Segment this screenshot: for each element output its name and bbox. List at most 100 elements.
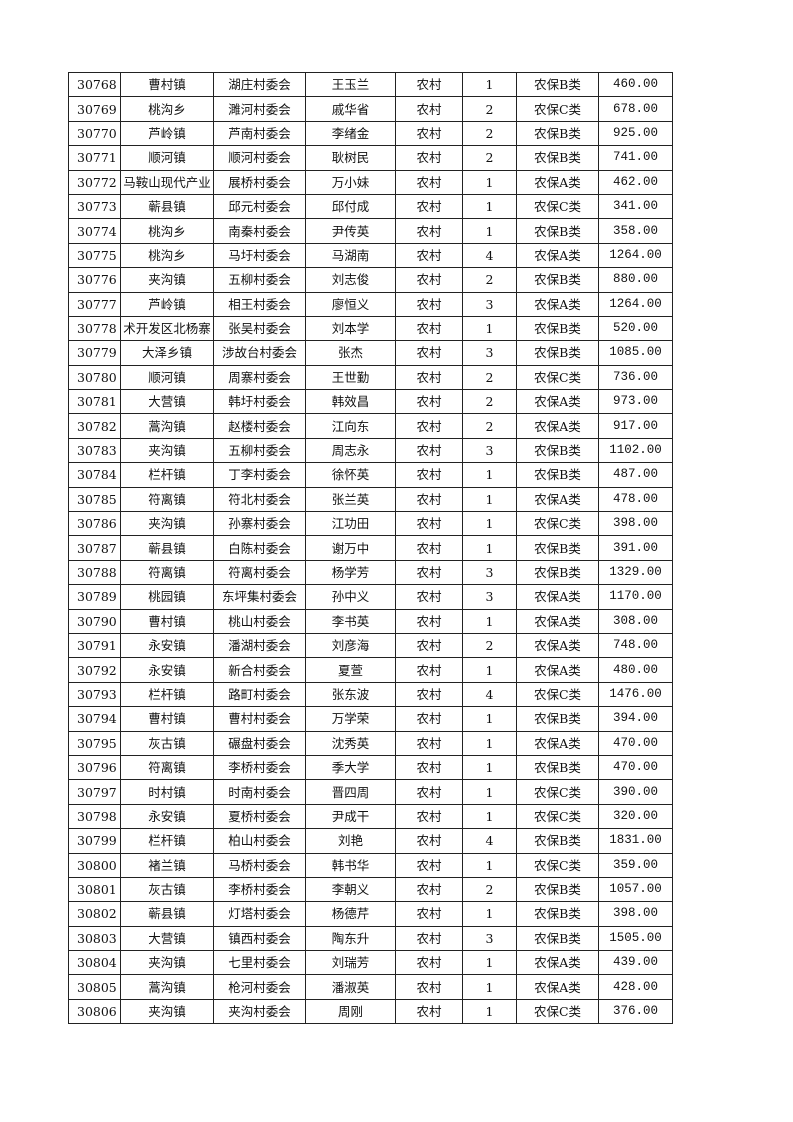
village-committee-cell: 丁李村委会 [213, 462, 306, 488]
residence-type-cell: 农村 [395, 389, 463, 415]
amount-cell: 748.00 [598, 632, 673, 659]
insurance-category-cell: 农保B类 [516, 145, 599, 171]
person-name-cell: 刘艳 [305, 828, 396, 854]
table-row: 30796 符离镇 李桥村委会 季大学 农村 1 农保B类 470.00 [68, 754, 673, 781]
town-cell: 夹沟镇 [120, 267, 214, 293]
record-id-cell: 30802 [68, 901, 121, 927]
town-cell: 栏杆镇 [120, 462, 214, 488]
town-cell: 曹村镇 [120, 706, 214, 732]
village-committee-cell: 李桥村委会 [213, 754, 306, 781]
household-count-cell: 2 [462, 364, 517, 391]
amount-cell: 678.00 [598, 96, 673, 122]
household-count-cell: 3 [462, 559, 517, 586]
record-id-cell: 30790 [68, 608, 121, 634]
record-id-cell: 30791 [68, 632, 121, 659]
table-row: 30768 曹村镇 湖庄村委会 王玉兰 农村 1 农保B类 460.00 [68, 71, 673, 98]
amount-cell: 925.00 [598, 120, 673, 147]
amount-cell: 1476.00 [598, 681, 673, 708]
household-count-cell: 1 [462, 535, 517, 561]
village-committee-cell: 濉河村委会 [213, 96, 306, 122]
record-id-cell: 30801 [68, 876, 121, 903]
town-cell: 灰古镇 [120, 876, 214, 903]
town-cell: 蒿沟镇 [120, 413, 214, 439]
village-committee-cell: 东坪集村委会 [213, 584, 306, 610]
amount-cell: 460.00 [598, 71, 673, 98]
amount-cell: 1264.00 [598, 291, 673, 317]
table-row: 30801 灰古镇 李桥村委会 李朝义 农村 2 农保B类 1057.00 [68, 876, 673, 903]
household-count-cell: 1 [462, 193, 517, 220]
village-committee-cell: 镇西村委会 [213, 925, 306, 952]
household-count-cell: 3 [462, 584, 517, 610]
record-id-cell: 30787 [68, 535, 121, 561]
insurance-category-cell: 农保A类 [516, 169, 599, 195]
village-committee-cell: 南秦村委会 [213, 218, 306, 244]
household-count-cell: 3 [462, 925, 517, 952]
amount-cell: 480.00 [598, 657, 673, 683]
record-id-cell: 30778 [68, 315, 121, 342]
amount-cell: 1170.00 [598, 584, 673, 610]
residence-type-cell: 农村 [395, 974, 463, 1000]
record-id-cell: 30788 [68, 559, 121, 586]
insurance-category-cell: 农保B类 [516, 754, 599, 781]
amount-cell: 736.00 [598, 364, 673, 391]
record-id-cell: 30792 [68, 657, 121, 683]
town-cell: 永安镇 [120, 803, 214, 830]
town-cell: 大泽乡镇 [120, 340, 214, 366]
table-row: 30799 栏杆镇 柏山村委会 刘艳 农村 4 农保B类 1831.00 [68, 828, 673, 854]
residence-type-cell: 农村 [395, 706, 463, 732]
household-count-cell: 1 [462, 754, 517, 781]
person-name-cell: 江向东 [305, 413, 396, 439]
record-id-cell: 30774 [68, 218, 121, 244]
amount-cell: 391.00 [598, 535, 673, 561]
village-committee-cell: 曹村村委会 [213, 706, 306, 732]
residence-type-cell: 农村 [395, 632, 463, 659]
table-row: 30774 桃沟乡 南秦村委会 尹传英 农村 1 农保B类 358.00 [68, 218, 673, 244]
table-row: 30784 栏杆镇 丁李村委会 徐怀英 农村 1 农保B类 487.00 [68, 462, 673, 488]
insurance-category-cell: 农保A类 [516, 657, 599, 683]
amount-cell: 394.00 [598, 706, 673, 732]
amount-cell: 520.00 [598, 315, 673, 342]
household-count-cell: 1 [462, 218, 517, 244]
insurance-category-cell: 农保B类 [516, 925, 599, 952]
record-id-cell: 30804 [68, 950, 121, 976]
household-count-cell: 1 [462, 901, 517, 927]
table-row: 30802 蕲县镇 灯塔村委会 杨德芹 农村 1 农保B类 398.00 [68, 901, 673, 927]
amount-cell: 1057.00 [598, 876, 673, 903]
household-count-cell: 2 [462, 96, 517, 122]
amount-cell: 470.00 [598, 754, 673, 781]
person-name-cell: 尹成干 [305, 803, 396, 830]
village-committee-cell: 涉故台村委会 [213, 340, 306, 366]
residence-type-cell: 农村 [395, 218, 463, 244]
household-count-cell: 1 [462, 511, 517, 537]
insurance-category-cell: 农保A类 [516, 291, 599, 317]
household-count-cell: 1 [462, 974, 517, 1000]
person-name-cell: 廖恒义 [305, 291, 396, 317]
person-name-cell: 周刚 [305, 998, 396, 1025]
town-cell: 桃沟乡 [120, 242, 214, 269]
amount-cell: 478.00 [598, 486, 673, 513]
person-name-cell: 韩效昌 [305, 389, 396, 415]
insurance-category-cell: 农保C类 [516, 511, 599, 537]
person-name-cell: 陶东升 [305, 925, 396, 952]
amount-cell: 308.00 [598, 608, 673, 634]
household-count-cell: 1 [462, 169, 517, 195]
record-id-cell: 30771 [68, 145, 121, 171]
amount-cell: 741.00 [598, 145, 673, 171]
person-name-cell: 刘彦海 [305, 632, 396, 659]
table-row: 30793 栏杆镇 路町村委会 张东波 农村 4 农保C类 1476.00 [68, 681, 673, 708]
village-committee-cell: 顺河村委会 [213, 145, 306, 171]
household-count-cell: 1 [462, 315, 517, 342]
town-cell: 桃沟乡 [120, 96, 214, 122]
insurance-category-cell: 农保B类 [516, 828, 599, 854]
record-id-cell: 30800 [68, 852, 121, 878]
insurance-category-cell: 农保C类 [516, 681, 599, 708]
insurance-category-cell: 农保C类 [516, 998, 599, 1025]
person-name-cell: 王玉兰 [305, 71, 396, 98]
residence-type-cell: 农村 [395, 364, 463, 391]
residence-type-cell: 农村 [395, 291, 463, 317]
village-committee-cell: 马桥村委会 [213, 852, 306, 878]
person-name-cell: 潘淑英 [305, 974, 396, 1000]
table-row: 30776 夹沟镇 五柳村委会 刘志俊 农村 2 农保B类 880.00 [68, 267, 673, 293]
household-count-cell: 1 [462, 852, 517, 878]
insurance-category-cell: 农保B类 [516, 706, 599, 732]
